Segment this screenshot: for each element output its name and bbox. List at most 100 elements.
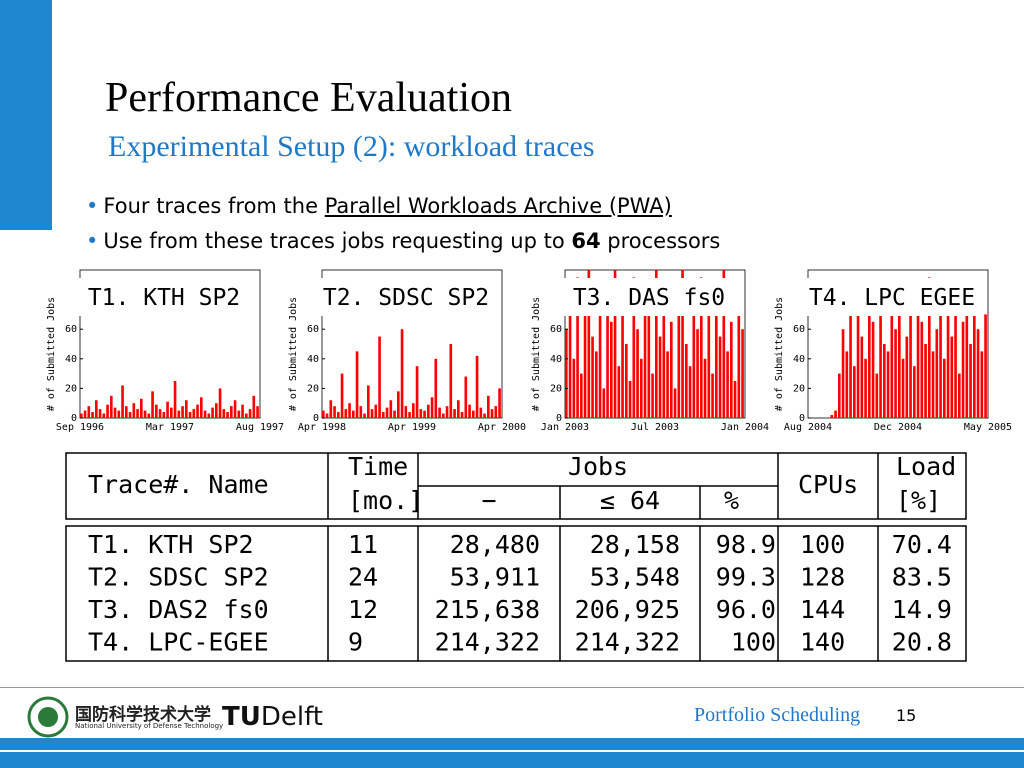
header-cell: Time [348, 452, 408, 481]
table-cell: T1. KTH SP2 [88, 530, 254, 559]
bar [853, 366, 856, 418]
bar [363, 413, 366, 418]
bar [233, 400, 237, 418]
bar [329, 400, 333, 418]
y-tick-label: 40 [307, 354, 319, 365]
header-cell: % [724, 486, 739, 515]
footer-rule [0, 687, 1024, 688]
table-cell: 70.4 [892, 530, 952, 559]
bar [677, 299, 681, 418]
tudelft-logo: TUDelft [222, 702, 323, 732]
bar [397, 391, 400, 418]
footer-band [0, 738, 1024, 768]
bar [136, 409, 139, 418]
bar [606, 307, 609, 418]
bar [147, 413, 151, 418]
bar [733, 381, 737, 418]
x-tick-label: Apr 2000 [478, 422, 526, 433]
bar [102, 413, 106, 418]
table-cell: 215,638 [435, 595, 540, 624]
bar [670, 321, 673, 418]
y-tick-label: 0 [313, 413, 319, 424]
bar [151, 391, 154, 418]
bar [460, 412, 464, 418]
bar [468, 404, 471, 418]
bar [196, 404, 199, 418]
x-tick-label: Sep 1996 [56, 422, 104, 433]
bar [393, 410, 396, 418]
slide-subtitle: Experimental Setup (2): workload traces [108, 130, 595, 163]
bar [140, 398, 143, 418]
bar [359, 406, 363, 418]
bar [415, 366, 419, 418]
bar [875, 373, 879, 418]
table-cell: 214,322 [435, 628, 540, 657]
bar [718, 336, 722, 418]
bar [158, 409, 162, 418]
bar [83, 410, 87, 418]
link[interactable]: Parallel Workloads Archive (PWA) [324, 194, 672, 218]
bar [700, 277, 703, 418]
table-cell: 20.8 [892, 628, 952, 657]
table-cell: 100 [731, 628, 776, 657]
bold-text: 64 [571, 229, 601, 253]
bar [374, 404, 378, 418]
title-backdrop [802, 278, 984, 316]
bar [849, 307, 852, 418]
bar [487, 395, 490, 418]
bar [598, 284, 602, 418]
table-cell: 9 [348, 628, 363, 657]
bar [378, 336, 381, 418]
bar [192, 409, 196, 418]
bar [344, 409, 348, 418]
bar [207, 413, 211, 418]
title-backdrop [74, 278, 256, 316]
bar [143, 410, 147, 418]
chart-title: T2. SDSC SP2 [323, 285, 489, 311]
bar [188, 412, 192, 418]
bar [905, 336, 909, 418]
bar [427, 404, 430, 418]
bar [155, 404, 158, 418]
x-tick-label: Apr 1998 [298, 422, 346, 433]
x-tick-label: Aug 1997 [236, 422, 284, 433]
header-cell: Trace#. Name [88, 470, 269, 499]
bar [87, 406, 91, 418]
bar [494, 406, 498, 418]
bar [939, 307, 942, 418]
bar [218, 388, 222, 418]
bar [617, 366, 621, 418]
bar [931, 351, 935, 418]
header-cell: [%] [896, 486, 941, 515]
bar [340, 373, 344, 418]
table-cell: 83.5 [892, 563, 952, 592]
bar [200, 397, 203, 418]
bar [722, 270, 726, 418]
y-tick-label: 20 [550, 383, 562, 394]
table-cell: 53,911 [450, 563, 540, 592]
bar [685, 344, 688, 418]
bar [442, 413, 445, 418]
bar [580, 373, 583, 418]
bar [737, 284, 741, 418]
y-tick-label: 60 [550, 324, 562, 335]
bar [954, 314, 957, 418]
table-cell: 11 [348, 530, 378, 559]
bar [166, 401, 169, 418]
bar [113, 407, 117, 418]
bar [457, 400, 460, 418]
table-cell: 214,322 [575, 628, 680, 657]
table-cell: 28,158 [590, 530, 680, 559]
table-cell: 12 [348, 595, 378, 624]
x-tick-label: Jul 2003 [631, 422, 679, 433]
bar [916, 299, 920, 418]
bar [950, 336, 954, 418]
x-tick-label: Dec 2004 [874, 422, 922, 433]
bar [483, 413, 486, 418]
bar [355, 351, 359, 418]
bar [389, 400, 393, 418]
bar [181, 406, 184, 418]
bar [430, 397, 434, 418]
y-tick-label: 60 [307, 324, 319, 335]
bar [423, 410, 426, 418]
